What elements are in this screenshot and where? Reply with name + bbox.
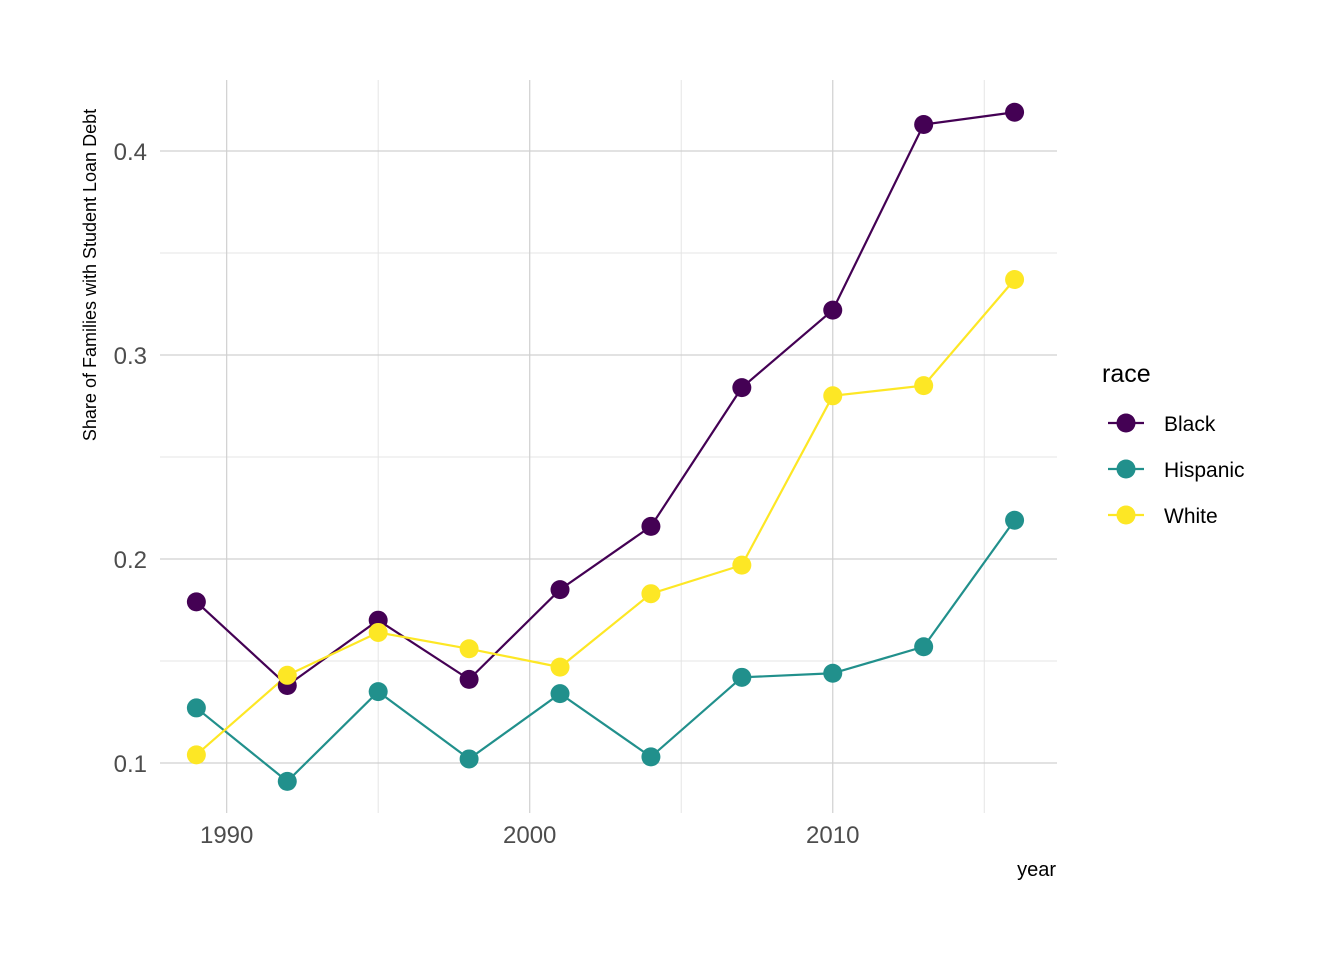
data-point-white bbox=[914, 376, 934, 396]
x-tick-label: 2000 bbox=[503, 822, 556, 849]
legend-key-point bbox=[1116, 413, 1136, 433]
data-point-black bbox=[914, 114, 934, 134]
data-point-white bbox=[732, 555, 752, 575]
y-tick-label: 0.1 bbox=[114, 751, 147, 778]
data-point-black bbox=[732, 378, 752, 398]
y-tick-label: 0.2 bbox=[114, 547, 147, 574]
legend: race Black Hispanic White bbox=[1102, 360, 1245, 528]
data-point-black bbox=[186, 592, 206, 612]
legend-label: White bbox=[1164, 505, 1218, 528]
tick-labels: 0.1 0.2 0.3 0.4 1990 2000 2010 bbox=[114, 139, 860, 849]
data-point-black bbox=[1005, 102, 1025, 122]
x-axis-label: year bbox=[1017, 859, 1056, 881]
gridlines bbox=[160, 80, 1057, 813]
data-point-hispanic bbox=[732, 667, 752, 687]
y-tick-label: 0.3 bbox=[114, 343, 147, 370]
data-point-hispanic bbox=[459, 749, 479, 769]
data-point-hispanic bbox=[186, 698, 206, 718]
legend-label: Hispanic bbox=[1164, 459, 1245, 482]
data-point-black bbox=[550, 580, 570, 600]
data-point-white bbox=[1005, 270, 1025, 290]
y-axis-label: Share of Families with Student Loan Debt bbox=[80, 109, 100, 441]
data-point-black bbox=[641, 516, 661, 536]
legend-label: Black bbox=[1164, 413, 1216, 436]
data-point-hispanic bbox=[914, 637, 934, 657]
series-layer bbox=[186, 102, 1025, 791]
data-point-hispanic bbox=[1005, 510, 1025, 530]
data-point-white bbox=[641, 584, 661, 604]
data-point-hispanic bbox=[823, 663, 843, 683]
series-line-hispanic bbox=[195, 519, 1016, 783]
data-point-hispanic bbox=[550, 684, 570, 704]
data-point-black bbox=[823, 300, 843, 320]
x-tick-label: 1990 bbox=[200, 822, 253, 849]
x-tick-label: 2010 bbox=[806, 822, 859, 849]
series-line-white bbox=[195, 278, 1016, 756]
data-point-hispanic bbox=[368, 682, 388, 702]
series-line-black bbox=[195, 111, 1015, 687]
data-point-black bbox=[459, 669, 479, 689]
data-point-white bbox=[550, 657, 570, 677]
data-point-white bbox=[368, 622, 388, 642]
data-point-hispanic bbox=[641, 747, 661, 767]
legend-key-point bbox=[1116, 505, 1136, 525]
data-point-white bbox=[459, 639, 479, 659]
data-point-white bbox=[823, 386, 843, 406]
data-point-white bbox=[277, 665, 297, 685]
data-point-hispanic bbox=[277, 771, 297, 791]
legend-title: race bbox=[1102, 360, 1151, 388]
legend-key-point bbox=[1116, 459, 1136, 479]
data-point-white bbox=[186, 745, 206, 765]
y-tick-label: 0.4 bbox=[114, 139, 147, 166]
